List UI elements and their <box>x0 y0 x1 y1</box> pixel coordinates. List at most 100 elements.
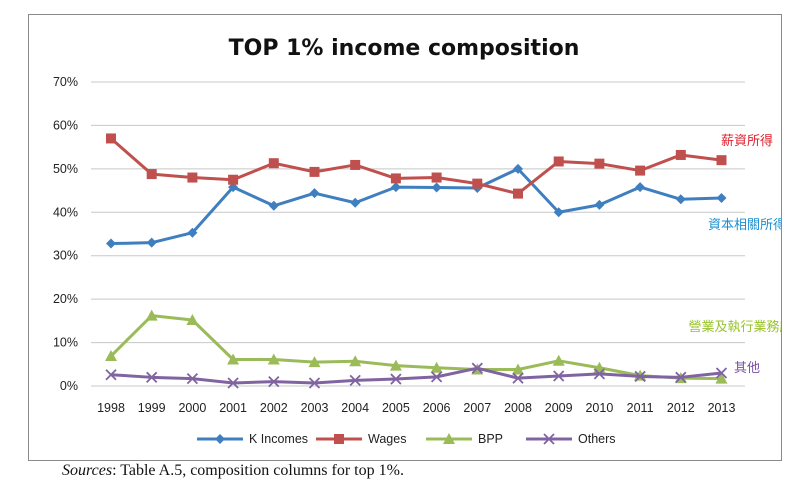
data-point <box>350 159 361 170</box>
x-tick-label: 2002 <box>260 401 288 415</box>
x-tick-label: 2007 <box>463 401 491 415</box>
legend-label: Others <box>578 432 616 446</box>
x-tick-label: 2003 <box>301 401 329 415</box>
gridlines <box>91 81 745 387</box>
series-annotation: 其他 <box>734 361 760 376</box>
data-point <box>715 372 728 384</box>
data-point <box>389 359 402 371</box>
legend-swatch-marker <box>443 433 455 444</box>
x-tick-label: 2005 <box>382 401 410 415</box>
data-point <box>512 363 524 375</box>
x-tick-label: 2011 <box>627 401 654 415</box>
series-line <box>109 314 722 381</box>
data-point <box>634 370 646 383</box>
series-line <box>110 366 722 385</box>
data-point <box>513 188 523 199</box>
x-tick-label: 1998 <box>97 401 125 415</box>
source-label: Sources <box>62 462 113 479</box>
data-point <box>430 361 443 373</box>
data-point <box>186 313 199 325</box>
series-wages <box>106 133 727 199</box>
data-point <box>471 362 483 374</box>
data-point <box>186 372 199 385</box>
data-point <box>349 355 362 367</box>
data-point <box>716 155 727 166</box>
series-annotation: 資本相關所得 <box>708 217 781 233</box>
legend-swatch-marker <box>543 433 555 445</box>
data-point <box>187 172 198 183</box>
data-point <box>105 350 117 362</box>
data-point <box>552 354 565 366</box>
data-point <box>227 377 239 389</box>
data-point <box>553 370 565 382</box>
series-annotation: 薪資所得 <box>721 133 773 149</box>
series-annotation: 營業及執行業務所得 <box>688 319 781 335</box>
data-point <box>472 178 483 189</box>
series-lines <box>105 133 728 389</box>
data-point <box>431 172 442 183</box>
legend-item: Others <box>526 432 616 446</box>
data-point <box>390 173 401 184</box>
data-point <box>715 367 728 379</box>
data-point <box>228 174 239 185</box>
data-point <box>267 353 280 365</box>
legend-swatch-marker <box>334 434 344 444</box>
data-point <box>187 227 198 238</box>
line-chart: TOP 1% income composition 0% 10% 20% 30% 40%… <box>53 36 781 446</box>
data-point <box>309 166 320 177</box>
series-annotations: 薪資所得資本相關所得營業及執行業務所得其他 <box>688 133 781 376</box>
x-tick-label: 1999 <box>138 401 166 415</box>
data-point <box>350 197 361 208</box>
data-point <box>553 207 564 218</box>
legend-item: Wages <box>316 432 406 446</box>
legend-swatch-marker <box>215 434 225 444</box>
x-tick-label: 2000 <box>178 401 206 415</box>
data-point <box>512 372 524 384</box>
x-tick-label: 2012 <box>667 401 695 415</box>
data-point <box>513 163 523 174</box>
data-point <box>431 182 442 193</box>
legend-item: BPP <box>426 432 503 446</box>
x-tick-label: 2010 <box>585 401 613 415</box>
legend-label: Wages <box>368 432 406 446</box>
data-point <box>268 158 279 169</box>
y-tick-label: 60% <box>53 118 78 132</box>
y-tick-label: 0% <box>60 379 78 393</box>
series-others <box>105 362 728 389</box>
y-tick-label: 50% <box>53 162 78 176</box>
x-axis-ticks: 1998 1999 2000 2001 2002 2003 2004 2005 2006 2007… <box>97 401 735 415</box>
chart-title: TOP 1% income composition <box>229 36 580 61</box>
x-tick-label: 2006 <box>423 401 451 415</box>
data-point <box>105 369 117 381</box>
data-point <box>106 238 116 249</box>
data-point <box>227 353 240 365</box>
data-point <box>145 309 158 321</box>
data-point <box>106 133 116 144</box>
data-point <box>635 165 646 176</box>
x-tick-label: 2008 <box>504 401 532 415</box>
data-point <box>675 149 686 160</box>
y-axis-ticks: 0% 10% 20% 30% 40% 50% 60% 70% <box>53 75 78 393</box>
x-tick-label: 2001 <box>219 401 247 415</box>
data-point <box>593 368 606 380</box>
data-point <box>146 371 158 383</box>
data-point <box>308 377 321 389</box>
x-tick-label: 2004 <box>341 401 369 415</box>
data-point <box>349 374 361 386</box>
data-point <box>268 376 280 388</box>
series-bpp <box>105 309 728 384</box>
data-point <box>146 169 157 180</box>
data-point <box>716 192 727 203</box>
legend-item: K Incomes <box>197 432 308 446</box>
data-point <box>268 200 279 211</box>
data-point <box>675 194 686 205</box>
series-line <box>110 167 722 246</box>
source-note: Sources: Table A.5, composition columns … <box>62 462 404 480</box>
legend-label: K Incomes <box>249 432 308 446</box>
chart-frame: TOP 1% income composition 0% 10% 20% 30% 40%… <box>28 14 782 461</box>
data-point <box>553 156 564 167</box>
x-tick-label: 2013 <box>708 401 736 415</box>
y-tick-label: 30% <box>53 249 78 263</box>
data-point <box>594 199 605 210</box>
y-tick-label: 10% <box>53 336 78 350</box>
